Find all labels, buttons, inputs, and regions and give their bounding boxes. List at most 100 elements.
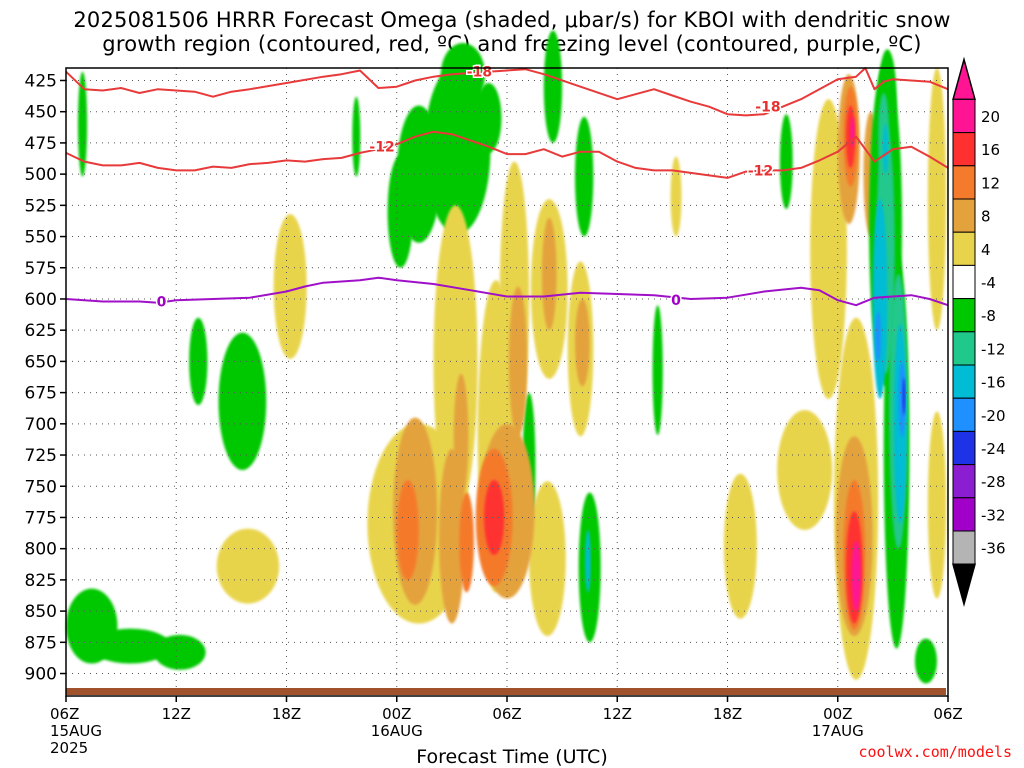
- x-tick-sublabel-7-0: 17AUG: [812, 722, 864, 740]
- y-tick-label-19: 900: [25, 665, 57, 685]
- colorbar-label-9: -20: [981, 407, 1006, 425]
- omega-shading-region-44: [396, 480, 419, 580]
- omega-shading-region-13: [652, 305, 663, 436]
- x-tick-label-0: 06Z: [50, 705, 79, 723]
- omega-shading-region-67: [585, 529, 591, 593]
- y-tick-label-8: 625: [25, 321, 57, 341]
- contour-label-1: -18: [755, 100, 780, 116]
- y-tick-label-7: 600: [25, 290, 57, 310]
- chart-title-line2: growth region (contoured, red, ºC) and f…: [102, 32, 922, 56]
- colorbar-label-7: -12: [981, 340, 1006, 358]
- omega-shading-region-28: [723, 473, 757, 619]
- x-tick-sublabel-3-0: 16AUG: [371, 722, 423, 740]
- colorbar-label-2: 12: [981, 174, 1000, 192]
- colorbar-label-0: 20: [981, 108, 1000, 126]
- contour-label-2: -12: [369, 140, 394, 156]
- omega-shading-region-63: [882, 124, 889, 175]
- colorbar-bin-2: [952, 165, 976, 200]
- colorbar-bin-5: [952, 264, 976, 300]
- contour-minus18: [65, 67, 949, 117]
- colorbar-label-11: -28: [981, 473, 1006, 491]
- omega-shading-region-57: [914, 638, 937, 684]
- colorbar-bin-7: [952, 331, 976, 366]
- omega-shading-region-52: [851, 541, 861, 612]
- colorbar-label-3: 8: [981, 208, 991, 226]
- x-tick-label-8: 06Z: [933, 705, 962, 723]
- y-tick-label-12: 725: [25, 446, 57, 466]
- omega-shading-region-1: [352, 96, 361, 177]
- y-tick-label-11: 700: [25, 415, 57, 435]
- omega-shading-region-9: [779, 114, 793, 210]
- x-tick-label-6: 18Z: [713, 705, 742, 723]
- omega-shading-region-33: [927, 411, 947, 599]
- omega-shading-region-0: [77, 71, 88, 177]
- x-tick-label-5: 12Z: [603, 705, 632, 723]
- omega-shading-region-30: [810, 99, 847, 399]
- contour-label-3: -12: [748, 163, 773, 179]
- contour-label-5: 0: [671, 293, 681, 309]
- colorbar-bin-13: [952, 530, 976, 565]
- x-tick-sublabel-0-1: 2025: [50, 739, 88, 757]
- colorbar-bin-3: [952, 198, 976, 233]
- x-tick-label-4: 06Z: [492, 705, 521, 723]
- colorbar-bin-12: [952, 497, 976, 532]
- omega-shading-region-38: [508, 286, 528, 437]
- colorbar-label-6: -8: [981, 307, 996, 325]
- colorbar-bin-11: [952, 464, 976, 499]
- colorbar-label-12: -32: [981, 506, 1006, 524]
- y-tick-label-17: 850: [25, 602, 57, 622]
- omega-shading-region-3: [387, 155, 414, 268]
- y-tick-label-13: 750: [25, 477, 57, 497]
- x-tick-sublabel-0-0: 15AUG: [50, 722, 102, 740]
- omega-shading-region-65: [875, 311, 881, 362]
- omega-shading-region-7: [543, 30, 563, 143]
- omega-shading-layer: [66, 30, 947, 684]
- colorbar-bin-4: [952, 231, 976, 266]
- omega-shading-region-25: [529, 481, 566, 637]
- omega-shading-region-61: [872, 199, 888, 399]
- omega-shading-region-16: [89, 628, 171, 664]
- site-credit[interactable]: coolwx.com/models: [858, 743, 1012, 761]
- omega-shading-region-27: [670, 156, 682, 237]
- colorbar-bottom-arrow: [952, 563, 976, 608]
- y-tick-label-5: 550: [25, 228, 57, 248]
- x-tick-label-3: 00Z: [382, 705, 411, 723]
- omega-shading-region-6: [475, 82, 502, 153]
- omega-shading-region-40: [574, 298, 590, 387]
- y-tick-label-9: 650: [25, 352, 57, 372]
- colorbar-bin-1: [952, 132, 976, 167]
- omega-shading-region-17: [154, 634, 206, 670]
- terrain-ground-strip: [66, 688, 946, 695]
- omega-shading-region-49: [484, 480, 505, 555]
- y-tick-label-16: 825: [25, 571, 57, 591]
- x-tick-label-7: 00Z: [823, 705, 852, 723]
- y-tick-label-10: 675: [25, 384, 57, 404]
- contour-label-4: 0: [157, 294, 167, 310]
- omega-shading-region-29: [777, 410, 833, 530]
- omega-shading-region-32: [927, 68, 947, 331]
- omega-shading-region-8: [574, 116, 594, 237]
- omega-shading-region-66: [902, 377, 906, 416]
- y-tick-label-18: 875: [25, 633, 57, 653]
- colorbar-bin-0: [952, 98, 976, 134]
- omega-shading-region-18: [273, 214, 307, 359]
- x-axis-label: Forecast Time (UTC): [416, 746, 608, 768]
- colorbar-bin-10: [952, 430, 976, 466]
- colorbar-bin-9: [952, 397, 976, 432]
- y-tick-label-2: 475: [25, 134, 57, 154]
- colorbar-label-5: -4: [981, 274, 996, 292]
- colorbar-top-arrow: [952, 56, 976, 101]
- y-tick-label-1: 450: [25, 103, 57, 123]
- y-tick-label-0: 425: [25, 71, 57, 91]
- omega-shading-region-36: [453, 373, 469, 499]
- contour-freezing-level: [65, 276, 949, 307]
- contour-label-0: -18: [467, 65, 492, 81]
- x-tick-label-1: 12Z: [162, 705, 191, 723]
- y-tick-label-4: 525: [25, 196, 57, 216]
- chart-title-line1: 2025081506 HRRR Forecast Omega (shaded, …: [73, 8, 951, 32]
- contour-minus12: [65, 130, 949, 179]
- y-axis: 425 450 475 500 525 550 575 600 625 650 675 700 725 7…: [25, 71, 66, 685]
- colorbar-label-8: -16: [981, 374, 1006, 392]
